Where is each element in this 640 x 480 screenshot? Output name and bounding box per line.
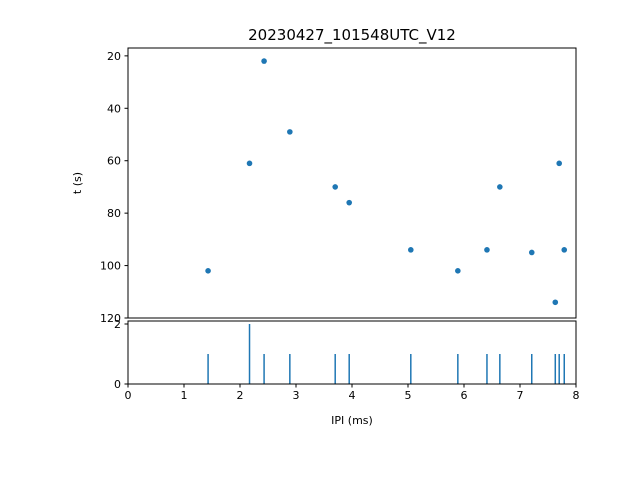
x-tick-label: 3: [293, 389, 300, 402]
x-tick-label: 7: [517, 389, 524, 402]
scatter-point: [497, 184, 503, 190]
x-tick-label: 5: [405, 389, 412, 402]
x-tick-label: 2: [237, 389, 244, 402]
y-tick-label: 40: [107, 102, 121, 115]
y-tick-label: 100: [100, 260, 121, 273]
scatter-point: [552, 299, 559, 306]
scatter-point: [561, 247, 568, 253]
x-tick-label: 1: [181, 389, 188, 402]
y-axis-label: t (s): [71, 172, 84, 194]
x-tick-label: 4: [349, 389, 356, 402]
scatter-point: [346, 199, 353, 206]
scatter-point: [332, 184, 339, 190]
top-axes-frame: [127, 47, 577, 319]
scatter-point: [246, 160, 253, 167]
y-tick-label: 80: [107, 207, 121, 220]
y-tick-label: 2: [114, 318, 121, 331]
bottom-axes-frame: [127, 320, 577, 385]
scatter-point: [287, 129, 293, 135]
x-axis-label: IPI (ms): [331, 414, 373, 427]
y-tick-label: 20: [107, 50, 121, 63]
chart-title: 20230427_101548UTC_V12: [248, 26, 456, 45]
scatter-point: [484, 247, 490, 253]
scatter-point: [556, 160, 562, 167]
y-tick-label: 60: [107, 155, 121, 168]
x-tick-label: 0: [125, 389, 132, 402]
scatter-point: [408, 247, 414, 253]
scatter-point: [261, 58, 267, 64]
axes-layer: 0 1 2 3 4 5 6 7 8 20 40 60 80 100 120 0 2: [100, 47, 580, 402]
scatter-point: [205, 268, 211, 274]
y-tick-label: 120: [100, 312, 121, 325]
scatter-point: [455, 268, 461, 274]
x-tick-label: 8: [573, 389, 580, 402]
marks-layer: [205, 58, 568, 384]
y-tick-label: 0: [114, 378, 121, 391]
scatter-point: [528, 249, 535, 256]
x-tick-label: 6: [461, 389, 468, 402]
